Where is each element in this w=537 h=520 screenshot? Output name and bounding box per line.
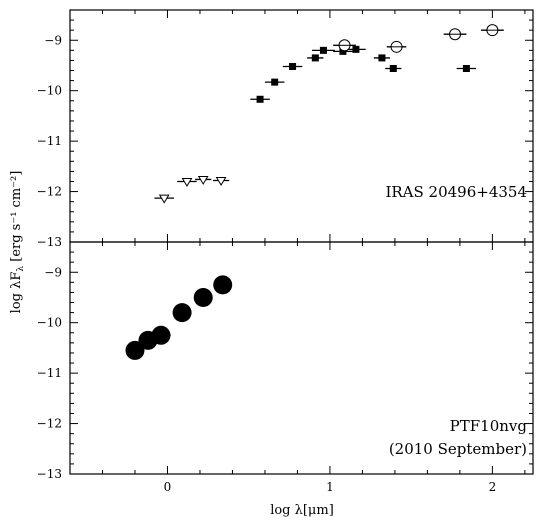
large-circle-marker: [172, 303, 192, 323]
data-point-open-triangle-down: [177, 177, 197, 187]
y-tick-label: −11: [37, 134, 62, 148]
panel-frame: [69, 241, 534, 475]
data-point-open-triangle-down: [195, 175, 212, 185]
triangle-marker: [158, 194, 170, 204]
square-marker: [311, 54, 319, 62]
large-circle-marker: [193, 287, 213, 307]
data-point-filled-square: [282, 62, 303, 70]
panel-annotation: (2010 September): [389, 440, 527, 458]
data-point-filled-square: [312, 46, 335, 54]
data-point-open-triangle-down: [212, 176, 230, 186]
data-point-filled-square: [385, 65, 402, 73]
triangle-marker: [197, 175, 209, 185]
data-point-open-circle: [333, 39, 356, 52]
x-tick-label: 2: [489, 480, 497, 494]
y-tick-label: −12: [37, 185, 62, 199]
data-point-filled-square: [333, 47, 353, 55]
data-point-large-filled-circle: [172, 303, 192, 323]
y-tick-label: −12: [37, 417, 62, 431]
large-circle-marker: [151, 325, 171, 345]
data-point-filled-square: [264, 78, 285, 86]
data-point-open-circle: [386, 40, 407, 53]
y-axis-label-units: [erg s⁻¹ cm⁻²]: [9, 171, 24, 266]
square-marker: [339, 47, 347, 55]
panel-annotation: IRAS 20496+4354: [385, 183, 527, 201]
data-point-open-circle: [481, 24, 504, 37]
y-tick-label: −10: [37, 316, 62, 330]
y-tick-label: −9: [44, 33, 62, 47]
data-point-open-triangle-down: [154, 194, 174, 204]
triangle-marker: [181, 177, 193, 187]
data-point-filled-square: [250, 95, 270, 103]
square-marker: [462, 65, 470, 73]
y-axis-label-main: log λF: [9, 272, 24, 314]
square-marker: [319, 46, 327, 54]
large-circle-marker: [125, 340, 145, 360]
x-tick-labels: 0 1 2: [164, 480, 497, 494]
square-marker: [378, 54, 386, 62]
data-point-filled-square: [346, 45, 366, 53]
x-axis-label: log λ[μm]: [270, 503, 334, 518]
x-tick-label: 0: [164, 480, 172, 494]
square-marker: [352, 45, 360, 53]
square-marker: [389, 65, 397, 73]
y-tick-label: −11: [37, 366, 62, 380]
panel-frame: [69, 9, 534, 243]
y-tick-label: −10: [37, 84, 62, 98]
data-point-filled-square: [373, 54, 391, 62]
square-marker: [271, 78, 279, 86]
y-axis-label: log λFλ [erg s⁻¹ cm⁻²]: [9, 171, 26, 314]
triangle-marker: [215, 176, 227, 186]
data-point-open-circle: [443, 28, 467, 41]
y-tick-label: −13: [37, 467, 62, 481]
y-axis-label-subscript: λ: [16, 266, 26, 272]
square-marker: [289, 62, 297, 70]
data-point-filled-square: [456, 65, 477, 73]
data-point-large-filled-circle: [151, 325, 171, 345]
square-marker: [256, 95, 264, 103]
data-point-large-filled-circle: [213, 275, 233, 295]
y-axis-label-group: log λFλ [erg s⁻¹ cm⁻²]: [9, 171, 26, 314]
data-point-large-filled-circle: [125, 340, 145, 360]
y-tick-label: −9: [44, 265, 62, 279]
large-circle-marker: [213, 275, 233, 295]
panel-2: −9 −10 −11 −12 −13 PTF10nvg (2010 September): [37, 241, 534, 481]
data-point-filled-square: [307, 54, 324, 62]
x-tick-label: 1: [326, 480, 334, 494]
y-tick-label: −13: [37, 235, 62, 249]
panel-1: −9 −10 −11 −12 −13 IRAS 20496+4354: [37, 9, 534, 249]
chart-panels: −9 −10 −11 −12 −13 IRAS 20496+4354 −9 −10 −11 −12…: [37, 9, 534, 494]
data-point-large-filled-circle: [193, 287, 213, 307]
panel-annotation: PTF10nvg: [450, 417, 528, 435]
